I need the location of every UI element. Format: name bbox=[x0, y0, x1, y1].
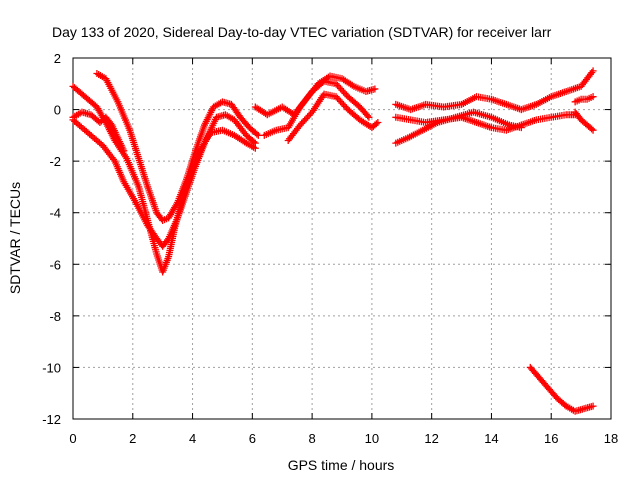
y-axis-label: SDTVAR / TECUs bbox=[7, 182, 23, 294]
series-track-f bbox=[260, 77, 373, 139]
series-track-c bbox=[69, 111, 259, 250]
y-tick-label: -4 bbox=[49, 206, 61, 221]
y-axis-ticks: 2 0 -2 -4 -6 -8 -10 -12 bbox=[42, 51, 611, 427]
y-tick-label: 0 bbox=[54, 103, 61, 118]
x-tick-label: 8 bbox=[308, 431, 315, 446]
data-point bbox=[365, 113, 373, 121]
y-tick-label: -10 bbox=[42, 360, 61, 375]
data-point bbox=[97, 140, 105, 148]
data-point bbox=[302, 115, 310, 123]
data-point bbox=[588, 125, 596, 133]
data-point bbox=[589, 93, 597, 101]
data-point bbox=[364, 112, 372, 120]
data-point bbox=[254, 131, 262, 139]
data-point bbox=[334, 94, 342, 102]
data-point bbox=[332, 93, 340, 101]
data-point bbox=[339, 101, 347, 109]
series-track-m bbox=[526, 363, 597, 415]
series-track-b bbox=[93, 69, 262, 224]
x-axis-label: GPS time / hours bbox=[288, 457, 395, 473]
data-point bbox=[250, 138, 258, 146]
series-track-g bbox=[284, 90, 382, 145]
data-point bbox=[335, 83, 343, 91]
data-point bbox=[371, 85, 379, 93]
x-tick-label: 6 bbox=[249, 431, 256, 446]
data-point bbox=[120, 147, 128, 155]
data-point bbox=[301, 116, 309, 124]
data-point bbox=[335, 96, 343, 104]
data-point bbox=[337, 98, 345, 106]
data-point bbox=[305, 111, 313, 119]
x-tick-label: 10 bbox=[365, 431, 379, 446]
data-point bbox=[334, 81, 342, 89]
data-point bbox=[338, 86, 346, 94]
x-axis-ticks: 0 2 4 6 8 10 12 14 16 18 bbox=[69, 58, 618, 446]
data-point bbox=[341, 89, 349, 97]
y-tick-label: 2 bbox=[54, 51, 61, 66]
data-point bbox=[374, 118, 382, 126]
x-tick-label: 2 bbox=[129, 431, 136, 446]
y-tick-label: -12 bbox=[42, 412, 61, 427]
data-point bbox=[338, 99, 346, 107]
y-tick-label: -8 bbox=[49, 309, 61, 324]
data-point bbox=[517, 124, 525, 132]
data-point bbox=[589, 67, 597, 75]
x-tick-label: 4 bbox=[189, 431, 196, 446]
data-point bbox=[589, 126, 597, 134]
data-point bbox=[341, 102, 349, 110]
series-track-j bbox=[392, 108, 525, 147]
data-point bbox=[298, 119, 306, 127]
data-point bbox=[332, 80, 340, 88]
data-point bbox=[304, 113, 312, 121]
series-track-d bbox=[69, 108, 128, 155]
data-point bbox=[299, 118, 307, 126]
plot-frame bbox=[72, 57, 612, 420]
data-points bbox=[69, 67, 597, 415]
series-track-l bbox=[571, 93, 597, 106]
data-point bbox=[253, 130, 261, 138]
x-tick-label: 14 bbox=[484, 431, 498, 446]
chart-title: Day 133 of 2020, Sidereal Day-to-day VTE… bbox=[52, 24, 552, 40]
x-tick-label: 16 bbox=[544, 431, 558, 446]
x-tick-label: 12 bbox=[424, 431, 438, 446]
x-tick-label: 0 bbox=[69, 431, 76, 446]
data-point bbox=[372, 120, 380, 128]
data-point bbox=[337, 85, 345, 93]
y-tick-label: -6 bbox=[49, 257, 61, 272]
data-point bbox=[296, 121, 304, 129]
data-point bbox=[339, 88, 347, 96]
x-tick-label: 18 bbox=[604, 431, 618, 446]
data-point bbox=[589, 402, 597, 410]
data-point bbox=[251, 139, 259, 147]
series-track-k bbox=[571, 108, 597, 134]
y-tick-label: -2 bbox=[49, 154, 61, 169]
series-track-h bbox=[392, 67, 597, 114]
